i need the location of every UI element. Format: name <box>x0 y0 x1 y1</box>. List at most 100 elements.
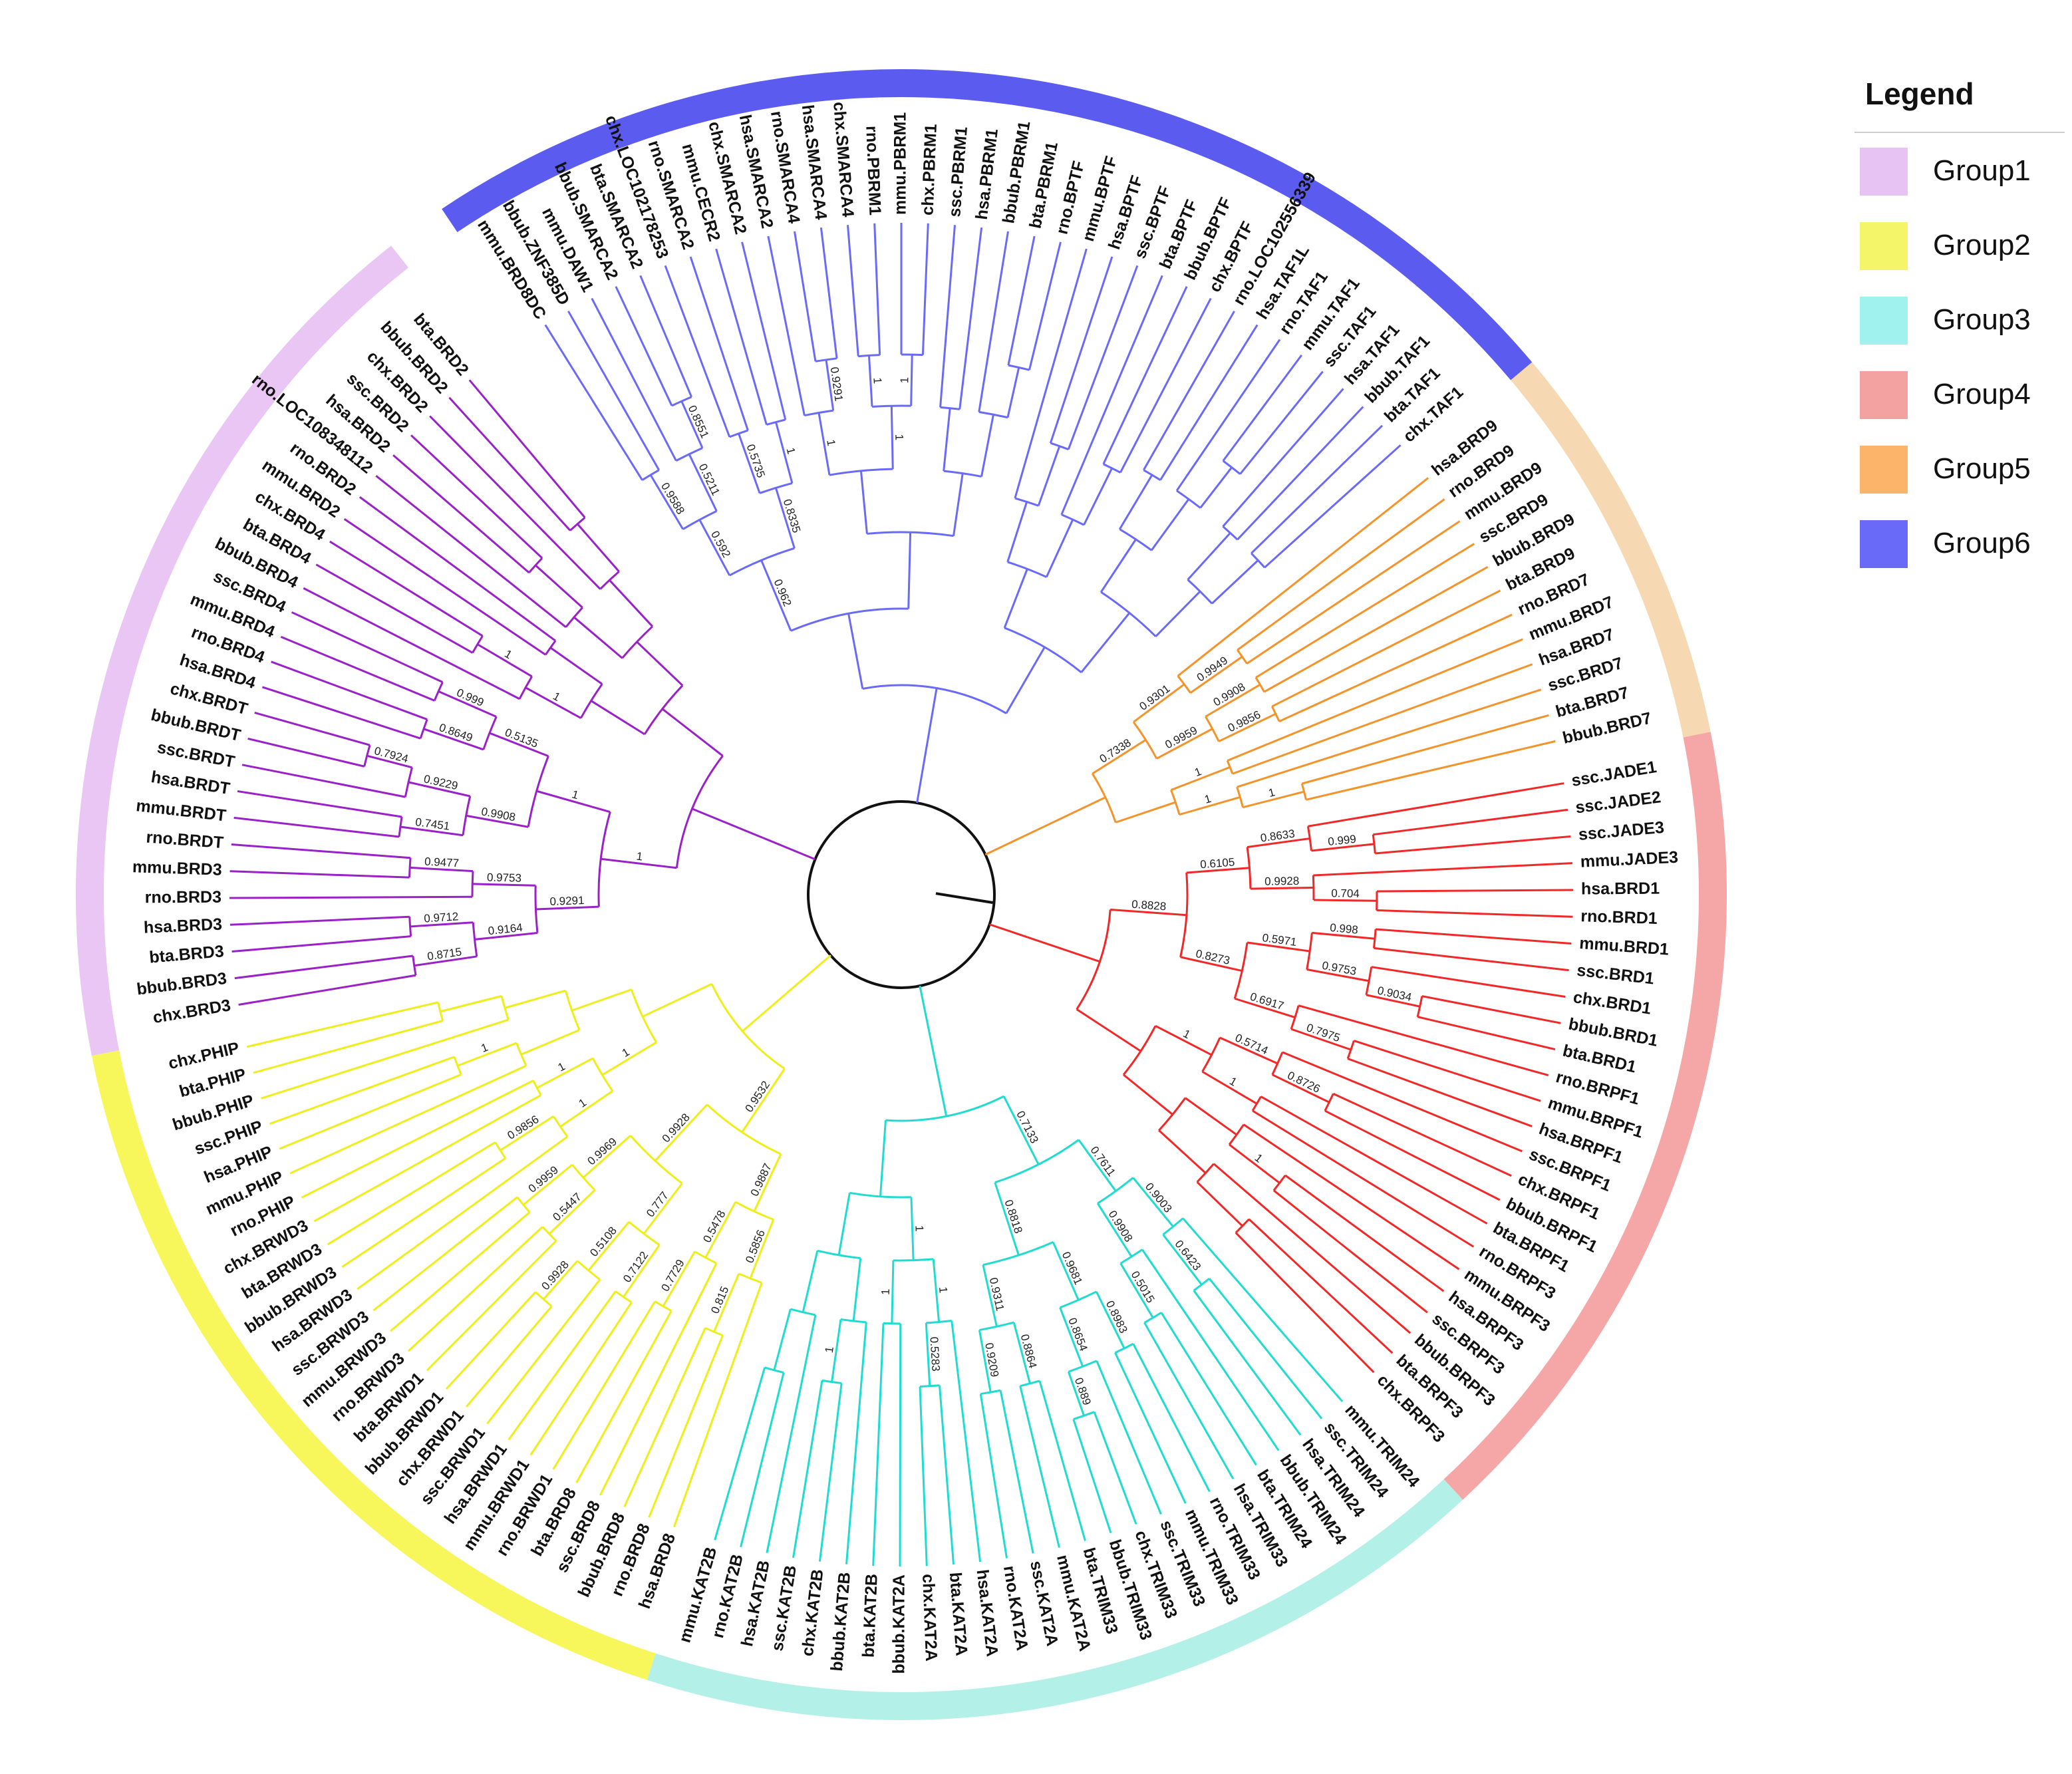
branch-stem <box>742 980 802 1032</box>
branch-arc <box>1272 1175 1286 1191</box>
branch-stem <box>1179 796 1241 816</box>
branch-stem <box>688 454 718 512</box>
support-value: 0.8726 <box>1286 1069 1322 1096</box>
branch-leaf <box>1232 663 1533 775</box>
support-value: 0.8551 <box>686 404 712 440</box>
branch-stem <box>1150 498 1190 551</box>
branch-stem <box>649 474 684 530</box>
branch-stem <box>1092 739 1147 775</box>
branch-leaf <box>301 1080 534 1199</box>
branch-arc <box>641 469 660 481</box>
branch-arc <box>1097 1177 1134 1205</box>
leaf-label: bbub.BRD3 <box>136 969 228 999</box>
branch-leaf <box>591 297 677 462</box>
branch-arc <box>862 684 1007 714</box>
leaf-label: hsa.KAT2A <box>972 1568 1001 1658</box>
branch-arc <box>462 796 472 835</box>
branch-stem <box>704 1201 737 1258</box>
branch-stem <box>1199 466 1233 509</box>
branch-stem <box>1115 801 1176 823</box>
legend: Legend Group1 Group2 Group3 Group4 Group… <box>1854 67 2065 579</box>
support-value: 1 <box>823 1346 836 1354</box>
branch-leaf <box>1237 406 1364 541</box>
branch-leaf <box>1102 286 1188 465</box>
branch-stem <box>1171 766 1231 792</box>
branch-leaf <box>1263 565 1489 693</box>
branch-stem <box>1250 886 1314 890</box>
branch-leaf <box>873 223 881 355</box>
support-value: 1 <box>556 1060 567 1074</box>
branch-leaf <box>315 563 474 654</box>
branch-leaf <box>1371 966 1566 998</box>
branch-stem <box>1133 683 1185 723</box>
branch-stem <box>548 1189 596 1235</box>
branch-stem <box>636 641 684 686</box>
branch-arc <box>821 1379 842 1385</box>
branch-stem <box>852 1258 862 1322</box>
branch-stem <box>1003 568 1028 629</box>
branch-leaf <box>794 231 817 362</box>
branch-stem <box>1118 474 1153 530</box>
branch-arc <box>1170 790 1181 815</box>
branch-arc <box>1143 469 1161 481</box>
ring-segment-group4 <box>1443 732 1727 1500</box>
branch-arc <box>1014 497 1039 507</box>
branch-arc <box>1073 1411 1095 1421</box>
branch-stem <box>1312 931 1376 940</box>
branch-stem <box>802 1250 819 1313</box>
branch-leaf <box>1373 808 1568 836</box>
branch-arc <box>1143 1312 1162 1324</box>
branch-stem <box>1205 683 1261 718</box>
branch-stem <box>879 1120 887 1197</box>
branch-leaf <box>466 1305 553 1407</box>
branch-leaf <box>343 517 547 656</box>
leaf-label: ssc.PBRM1 <box>945 126 971 218</box>
support-value: 0.9681 <box>1060 1250 1085 1286</box>
branch-arc <box>541 1226 557 1242</box>
branch-stem <box>477 643 533 678</box>
branch-stem <box>577 523 620 573</box>
branch-stem <box>1156 728 1213 760</box>
branch-leaf <box>999 1390 1034 1554</box>
branch-leaf <box>1421 995 1561 1024</box>
branch-leaf <box>357 1135 568 1290</box>
branch-arc <box>729 547 795 577</box>
branch-stem <box>1027 936 1100 963</box>
branch-stem <box>1006 367 1020 418</box>
legend-item-group5: Group5 <box>1854 443 2065 496</box>
branch-leaf <box>1175 339 1281 492</box>
branch-stem <box>907 532 912 609</box>
branch-stem <box>535 905 599 911</box>
branch-stem <box>410 866 474 873</box>
branch-arc <box>1222 525 1239 541</box>
branch-leaf <box>390 1211 531 1332</box>
support-value: 1 <box>571 788 580 802</box>
support-value: 0.7133 <box>1014 1109 1041 1145</box>
branch-stem <box>1132 1177 1174 1227</box>
branch-stem <box>623 1244 661 1298</box>
branch-stem <box>1189 656 1243 694</box>
branch-leaf <box>1222 388 1344 527</box>
branch-stem <box>582 1135 631 1179</box>
branch-leaf <box>241 764 406 798</box>
leaf-label: rno.BRD3 <box>145 888 222 907</box>
leaf-label: hsa.BRD1 <box>1581 879 1660 899</box>
branch-stem <box>1201 1070 1258 1105</box>
branch-stem <box>1313 899 1377 902</box>
branch-leaf <box>247 737 365 768</box>
branch-arc <box>621 625 653 659</box>
branch-arc <box>694 1251 717 1264</box>
branch-leaf <box>1159 324 1258 481</box>
branch-leaf <box>1141 1249 1280 1451</box>
branch-arc <box>518 676 533 700</box>
branch-leaf <box>575 1310 672 1483</box>
branch-leaf <box>899 1323 902 1567</box>
leaf-label: ssc.JADE2 <box>1574 788 1662 817</box>
branch-arc <box>419 718 428 739</box>
branch-arc <box>919 1384 940 1388</box>
legend-item-group1: Group1 <box>1854 145 2065 198</box>
branch-stem <box>410 921 474 928</box>
branch-arc <box>630 989 658 1043</box>
branch-leaf <box>231 843 411 859</box>
branch-stem <box>1211 559 1259 605</box>
